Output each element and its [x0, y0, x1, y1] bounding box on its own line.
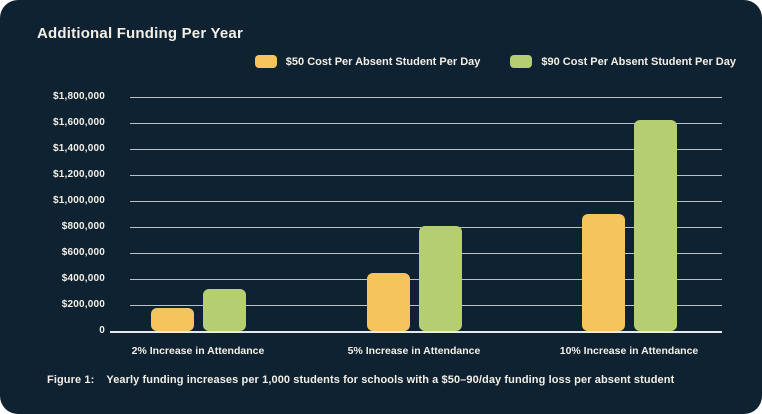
- figure-caption-text: Yearly funding increases per 1,000 stude…: [106, 374, 675, 386]
- legend-item: $50 Cost Per Absent Student Per Day: [254, 55, 481, 68]
- y-tick-label: $1,600,000: [52, 117, 105, 128]
- bar-series-50: [581, 214, 625, 331]
- y-tick-label: $1,400,000: [52, 143, 105, 154]
- legend-item: $90 Cost Per Absent Student Per Day: [510, 55, 736, 68]
- y-tick-label: $1,200,000: [52, 169, 105, 180]
- bar-series-90: [202, 288, 246, 331]
- chart-title: Additional Funding Per Year: [37, 25, 243, 42]
- figure-caption: Figure 1: Yearly funding increases per 1,…: [47, 374, 674, 386]
- y-tick-label: $800,000: [61, 221, 105, 232]
- gridline: [130, 201, 722, 202]
- gridline: [130, 175, 722, 176]
- legend-swatch-50: [254, 55, 277, 68]
- plot-area: [110, 97, 722, 333]
- bar-series-90: [633, 120, 677, 331]
- gridline: [130, 149, 722, 150]
- legend-label: $50 Cost Per Absent Student Per Day: [285, 55, 481, 68]
- x-category-label: 2% Increase in Attendance: [131, 345, 265, 357]
- y-tick-label: $400,000: [61, 273, 105, 284]
- y-tick-label: 0: [99, 325, 105, 336]
- gridline: [110, 331, 722, 333]
- x-category-label: 5% Increase in Attendance: [347, 345, 481, 357]
- y-tick-label: $1,000,000: [52, 195, 105, 206]
- y-tick-label: $1,800,000: [52, 91, 105, 102]
- x-category-label: 10% Increase in Attendance: [559, 345, 699, 357]
- legend-label: $90 Cost Per Absent Student Per Day: [541, 55, 736, 68]
- figure-caption-label: Figure 1:: [47, 374, 95, 386]
- legend-swatch-90: [510, 55, 533, 68]
- y-tick-label: $600,000: [61, 247, 105, 258]
- bar-series-90: [418, 225, 462, 331]
- chart-legend: $50 Cost Per Absent Student Per Day $90 C…: [254, 55, 736, 68]
- bar-series-50: [150, 307, 194, 331]
- gridline: [130, 123, 722, 124]
- y-tick-label: $200,000: [61, 299, 105, 310]
- gridline: [130, 97, 722, 98]
- bar-series-50: [366, 272, 410, 331]
